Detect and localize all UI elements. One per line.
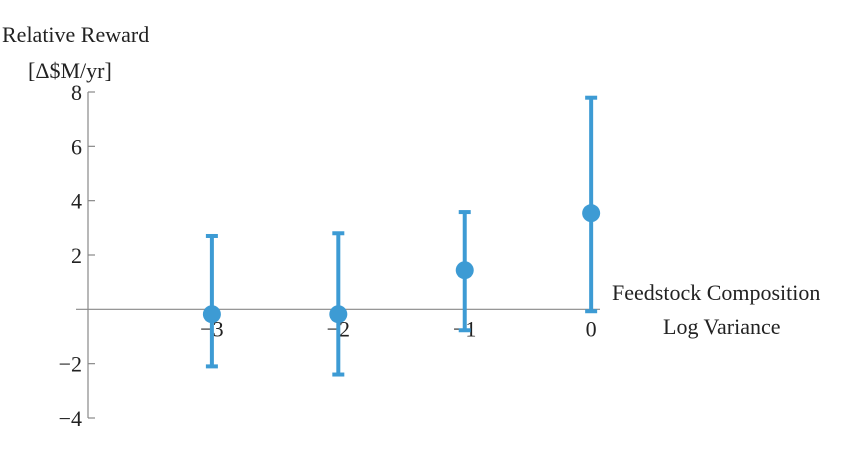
point [202,305,221,324]
y-tick-label: 6 [71,134,82,159]
y-tick-label: 4 [71,189,82,214]
x-axis-label: Log Variance [663,314,781,339]
point [455,261,474,280]
x-axis-label: Feedstock Composition [612,280,820,305]
y-tick-label: −2 [59,352,82,377]
y-axis-label: Relative Reward [2,22,149,47]
point [329,305,348,324]
y-tick-label: 2 [71,243,82,268]
y-tick-label: 8 [71,80,82,105]
x-tick-label: 0 [586,316,597,341]
y-tick-label: −4 [59,406,82,431]
y-axis-label: [Δ$M/yr] [28,58,112,83]
point [582,204,601,223]
